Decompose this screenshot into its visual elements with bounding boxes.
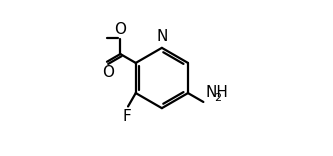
Text: O: O [114, 22, 126, 37]
Text: NH: NH [205, 85, 228, 100]
Text: N: N [156, 29, 167, 44]
Text: F: F [123, 109, 132, 124]
Text: O: O [102, 65, 114, 80]
Text: 2: 2 [214, 93, 222, 103]
